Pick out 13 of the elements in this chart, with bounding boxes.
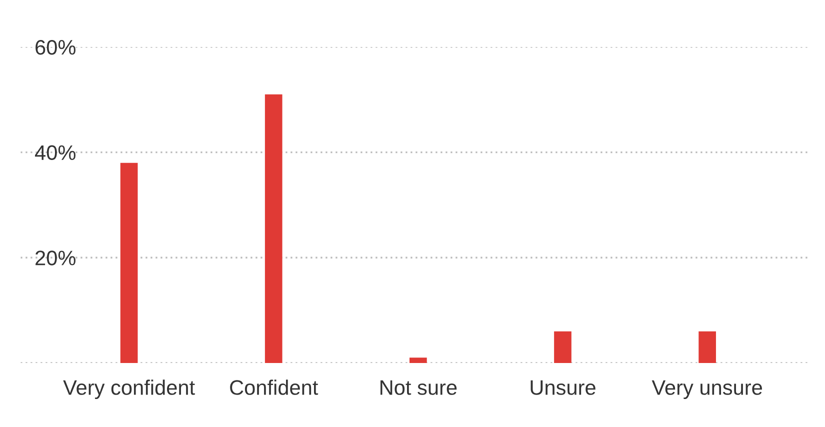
bar [410,358,427,363]
x-tick-label: Very confident [63,380,195,400]
bar [698,331,716,363]
y-tick-label: 20% [36,250,76,266]
bar [264,94,282,363]
y-tick-label: 60% [36,40,76,55]
x-tick-label: Very unsure [652,380,762,400]
x-tick-label: Not sure [380,380,457,395]
bar [554,331,572,363]
bar [120,162,138,363]
x-tick-label: Unsure [530,380,596,395]
y-tick-label: 40% [34,145,76,160]
x-tick-label: Confident [230,380,318,395]
